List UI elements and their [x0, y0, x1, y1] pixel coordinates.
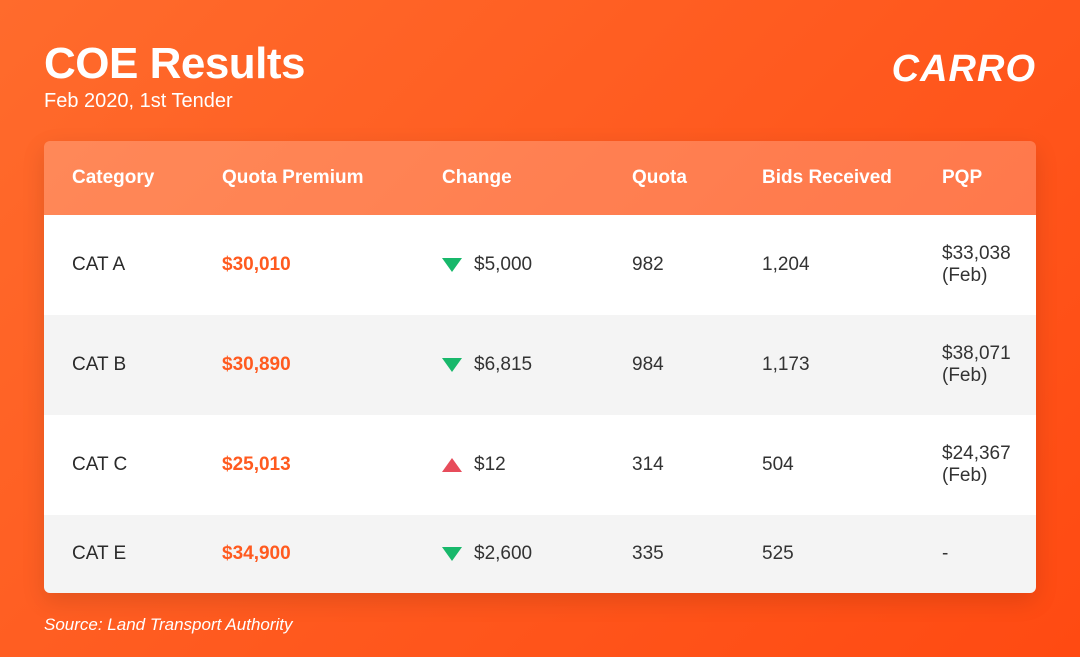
coe-results-card: COE Results Feb 2020, 1st Tender CARRO C…	[0, 0, 1080, 657]
cell-quota-premium: $34,900	[222, 543, 442, 565]
triangle-down-icon	[442, 547, 462, 561]
cell-pqp: $38,071 (Feb)	[942, 343, 1011, 387]
brand-logo: CARRO	[892, 48, 1036, 91]
page-subtitle: Feb 2020, 1st Tender	[44, 90, 305, 113]
cell-pqp: $24,367 (Feb)	[942, 443, 1011, 487]
cell-change-value: $6,815	[474, 354, 532, 376]
table-row: CAT A$30,010 $5,000 9821,204$33,038 (Feb)	[44, 215, 1036, 315]
cell-quota-premium: $30,890	[222, 354, 442, 376]
cell-change: $5,000	[442, 254, 632, 276]
cell-pqp: -	[942, 543, 1008, 565]
table-header-row: Category Quota Premium Change Quota Bids…	[44, 141, 1036, 215]
table-row: CAT B$30,890 $6,815 9841,173$38,071 (Feb)	[44, 315, 1036, 415]
cell-category: CAT A	[72, 254, 222, 276]
header: COE Results Feb 2020, 1st Tender CARRO	[44, 40, 1036, 113]
table-row: CAT C$25,013 $12 314504$24,367 (Feb)	[44, 415, 1036, 515]
cell-bids: 504	[762, 454, 942, 476]
cell-change-value: $5,000	[474, 254, 532, 276]
cell-change: $12	[442, 454, 632, 476]
table-row: CAT E$34,900 $2,600 335525-	[44, 515, 1036, 593]
cell-change: $6,815	[442, 354, 632, 376]
title-block: COE Results Feb 2020, 1st Tender	[44, 40, 305, 113]
cell-quota: 984	[632, 354, 762, 376]
coe-table: Category Quota Premium Change Quota Bids…	[44, 141, 1036, 593]
cell-pqp: $33,038 (Feb)	[942, 243, 1011, 287]
cell-category: CAT B	[72, 354, 222, 376]
cell-quota-premium: $25,013	[222, 454, 442, 476]
page-title: COE Results	[44, 40, 305, 88]
table-body: CAT A$30,010$5,0009821,204$33,038 (Feb)C…	[44, 215, 1036, 593]
cell-quota: 314	[632, 454, 762, 476]
col-bids-received: Bids Received	[762, 167, 942, 189]
col-change: Change	[442, 167, 632, 189]
cell-quota: 335	[632, 543, 762, 565]
cell-change-value: $12	[474, 454, 506, 476]
cell-quota-premium: $30,010	[222, 254, 442, 276]
col-quota: Quota	[632, 167, 762, 189]
cell-change-value: $2,600	[474, 543, 532, 565]
cell-bids: 525	[762, 543, 942, 565]
cell-category: CAT E	[72, 543, 222, 565]
col-category: Category	[72, 167, 222, 189]
cell-bids: 1,173	[762, 354, 942, 376]
cell-bids: 1,204	[762, 254, 942, 276]
col-quota-premium: Quota Premium	[222, 167, 442, 189]
triangle-down-icon	[442, 358, 462, 372]
triangle-up-icon	[442, 458, 462, 472]
triangle-down-icon	[442, 258, 462, 272]
source-text: Source: Land Transport Authority	[44, 615, 1036, 635]
col-pqp: PQP	[942, 167, 1008, 189]
cell-change: $2,600	[442, 543, 632, 565]
cell-category: CAT C	[72, 454, 222, 476]
cell-quota: 982	[632, 254, 762, 276]
